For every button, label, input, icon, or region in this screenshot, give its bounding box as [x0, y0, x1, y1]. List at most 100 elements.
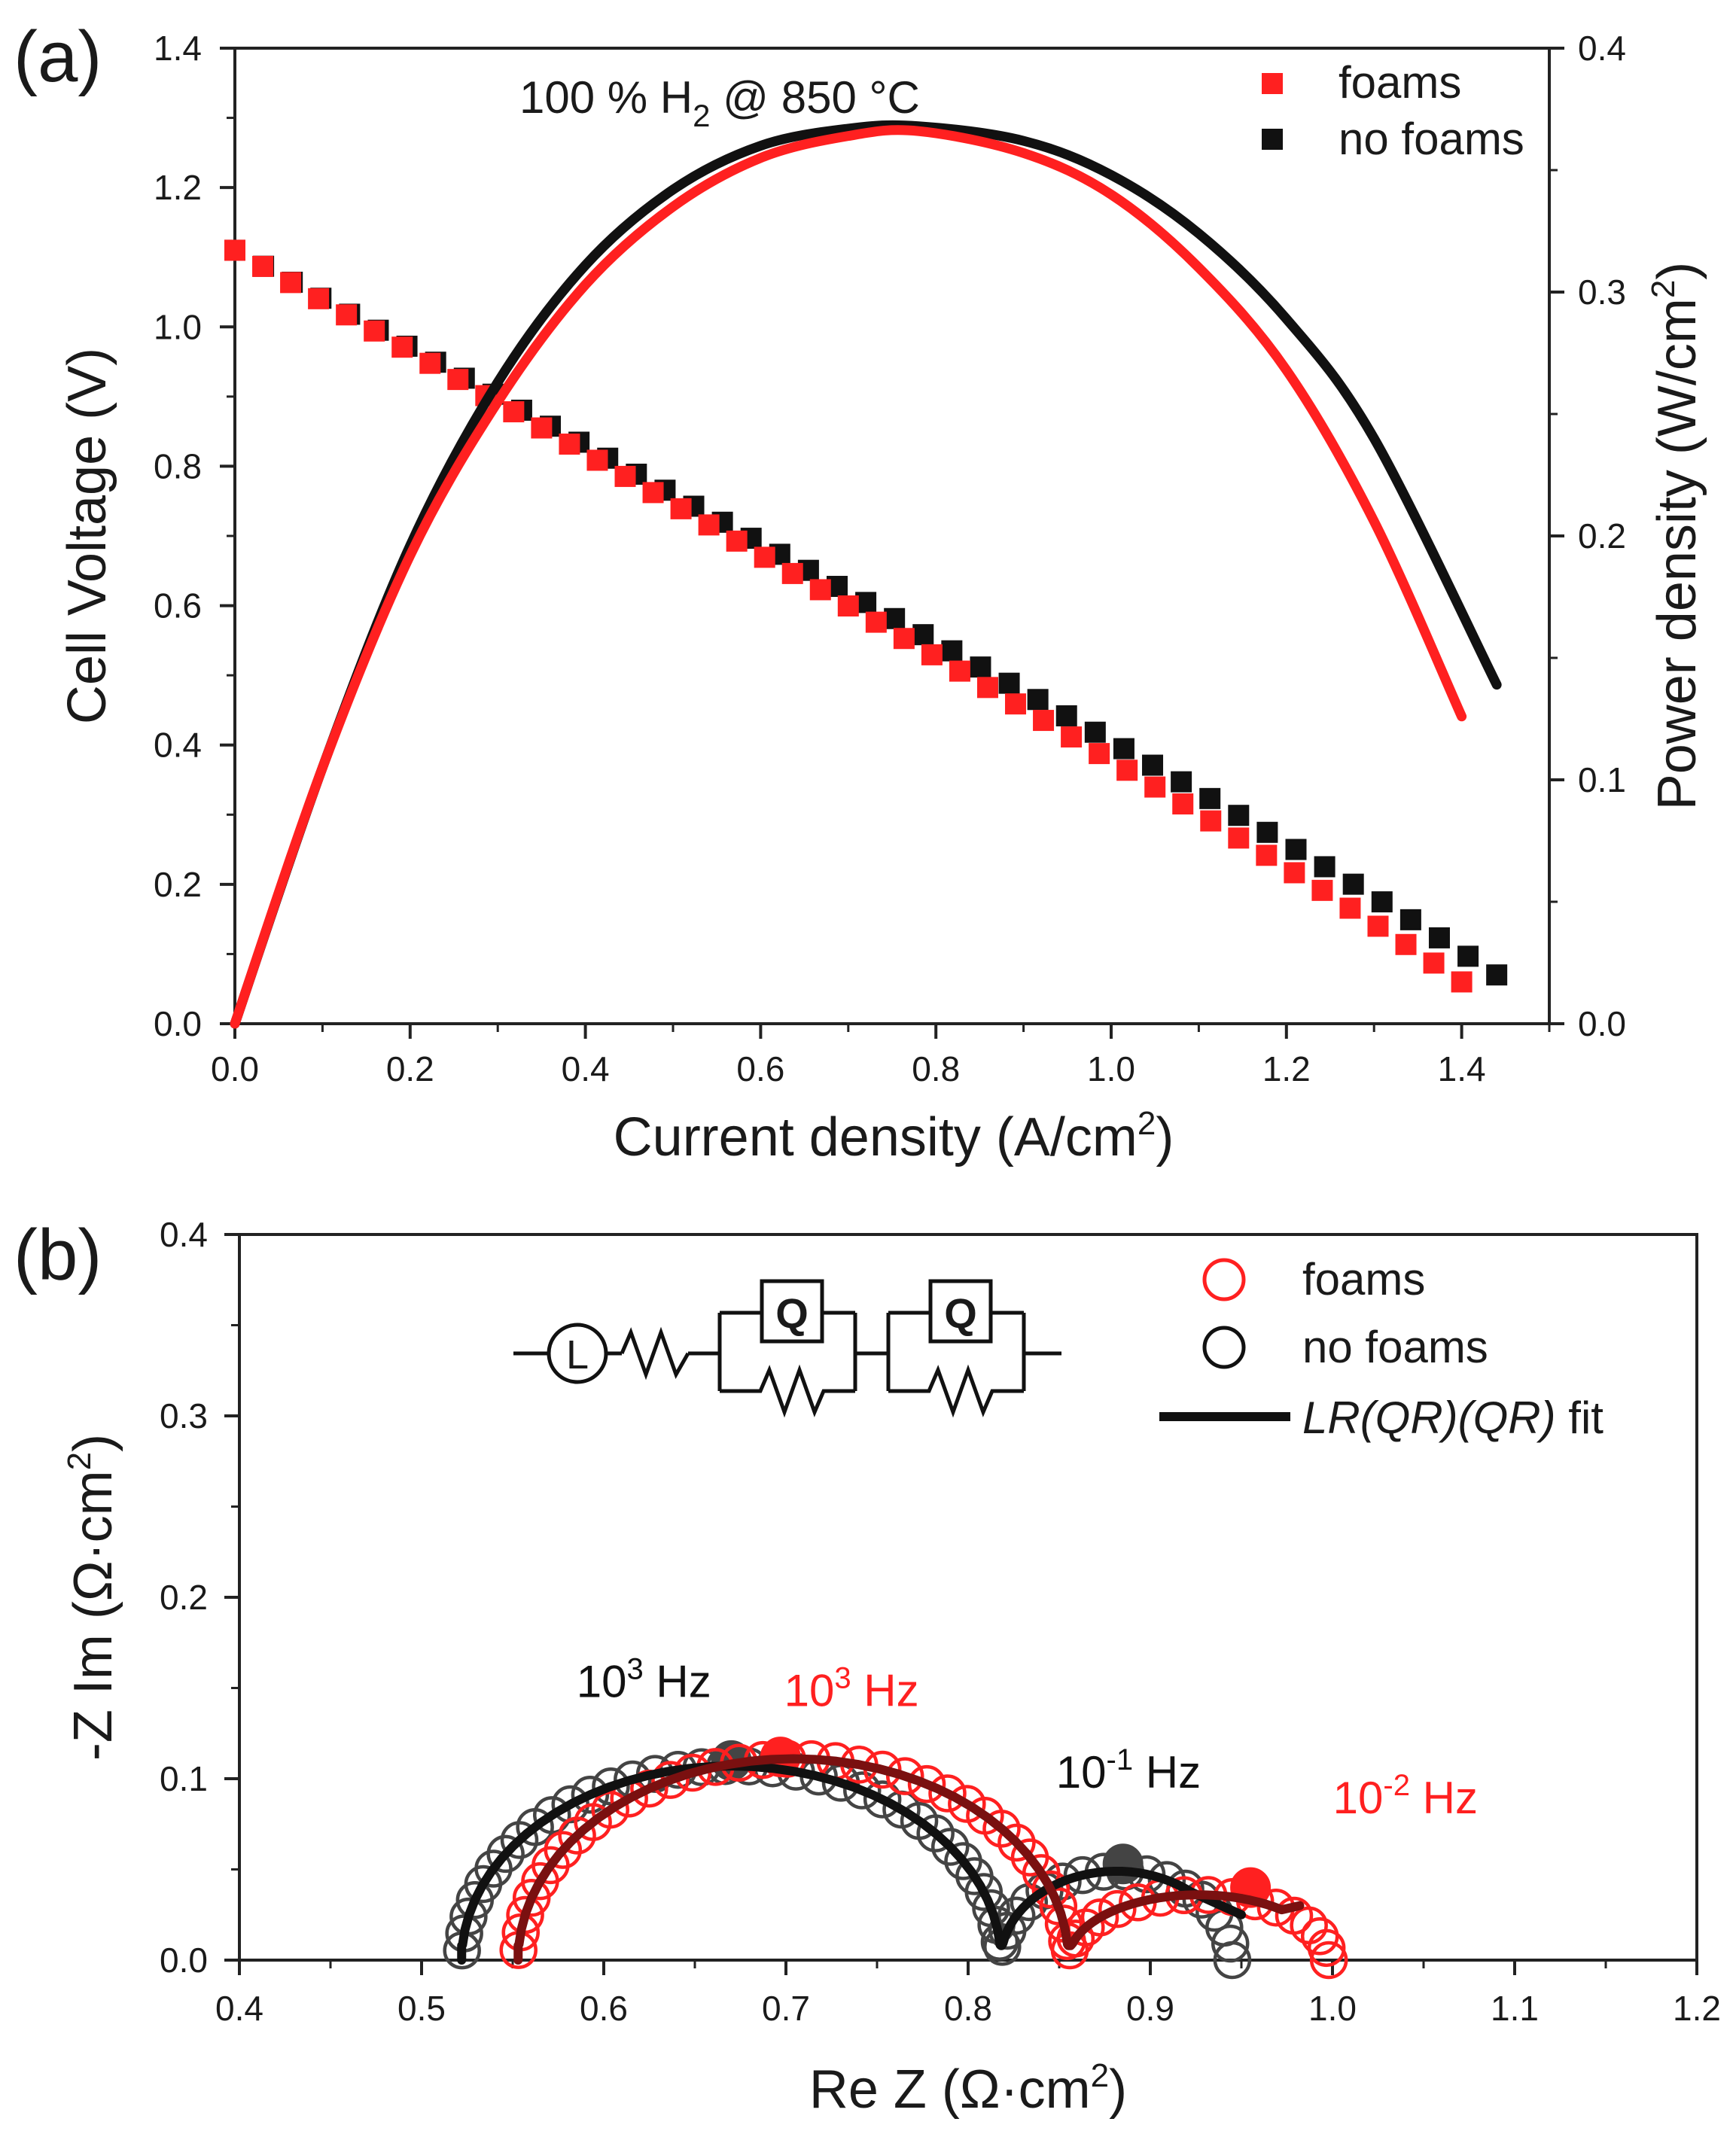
frequency-label-foams: 103 Hz — [784, 1662, 919, 1716]
nyquist-marker-no-foams — [486, 1834, 525, 1874]
fit-line-foams — [513, 1754, 1305, 1965]
circuit-q-label-1: Q — [775, 1289, 809, 1337]
voltage-marker-foams — [559, 433, 580, 455]
voltage-marker-no-foams — [998, 672, 1020, 694]
frequency-base: 10 — [1333, 1773, 1384, 1823]
voltage-marker-no-foams — [1256, 821, 1278, 843]
y2-tick-label: 0.0 — [1578, 1004, 1626, 1043]
nyquist-marker-foams — [1309, 1941, 1348, 1980]
voltage-marker-no-foams — [941, 640, 963, 662]
x-tick-label: 1.0 — [1308, 1989, 1357, 2028]
nyquist-marker-foams — [982, 1810, 1021, 1848]
voltage-marker-foams — [224, 239, 245, 261]
circuit-resistor — [720, 1364, 855, 1418]
frequency-base: 10 — [784, 1666, 835, 1716]
frequency-label-no-foams: 10-1 Hz — [1056, 1743, 1201, 1798]
legend-foams-label: foams — [1339, 57, 1461, 108]
voltage-marker-foams — [308, 288, 330, 309]
panel-a-legend: foams no foams — [1262, 57, 1524, 164]
panel-a-title-sub: 2 — [693, 98, 710, 133]
panel-a-title-rest: @ 850 °C — [711, 72, 920, 123]
frequency-unit: Hz — [1410, 1773, 1478, 1823]
y-tick-label: 0.6 — [154, 586, 202, 626]
voltage-marker-no-foams — [1084, 721, 1106, 743]
panel-a-y-axis-title: Cell Voltage (V) — [57, 348, 117, 724]
legend-foams-label: foams — [1302, 1254, 1425, 1304]
nyquist-marker-foams — [907, 1764, 946, 1804]
voltage-marker-foams — [837, 595, 859, 617]
circuit-resistor — [620, 1326, 690, 1381]
y-tick-label: 1.0 — [154, 307, 202, 346]
nyquist-marker-no-foams — [997, 1896, 1036, 1935]
circuit-q-label-2: Q — [944, 1289, 977, 1337]
frequency-label-no-foams: 103 Hz — [577, 1653, 711, 1707]
voltage-marker-foams — [1228, 827, 1250, 849]
nyquist-marker-no-foams — [1211, 1924, 1250, 1963]
legend-no-foams-marker — [1202, 1326, 1246, 1369]
voltage-marker-foams — [419, 352, 441, 374]
y-tick-label: 0.4 — [154, 726, 202, 765]
nyquist-marker-foams — [591, 1790, 629, 1829]
voltage-marker-foams — [921, 644, 943, 665]
y-tick-label: 0.4 — [160, 1215, 208, 1254]
x-tick-label: 1.0 — [1087, 1049, 1135, 1088]
nyquist-marker-no-foams — [843, 1771, 882, 1810]
nyquist-marker-foams — [997, 1823, 1036, 1862]
frequency-exponent: -2 — [1383, 1769, 1410, 1802]
x-tick-label: 0.6 — [736, 1049, 784, 1088]
voltage-marker-no-foams — [1342, 873, 1364, 895]
nyquist-marker-foams — [885, 1757, 924, 1795]
y-tick-label: 1.2 — [154, 168, 202, 207]
panel-b-y-axis-title: -Z Im (Ω·cm2) — [61, 1434, 123, 1761]
nyquist-marker-foams — [1080, 1898, 1119, 1937]
nyquist-marker-no-foams — [863, 1780, 902, 1819]
voltage-marker-foams — [586, 449, 608, 471]
voltage-marker-foams — [1451, 971, 1473, 993]
frequency-unit: Hz — [1133, 1747, 1201, 1798]
nyquist-marker-foams — [544, 1831, 583, 1869]
y-tick-label: 0.2 — [160, 1578, 208, 1617]
x-tick-label: 0.8 — [944, 1989, 992, 2028]
fit-line-no-foams — [457, 1761, 1246, 1965]
y-tick-label: 0.2 — [154, 865, 202, 904]
voltage-marker-foams — [1284, 862, 1305, 884]
voltage-marker-foams — [391, 336, 413, 358]
legend-foams-marker — [1262, 73, 1283, 94]
x-tick-label: 0.2 — [386, 1049, 434, 1088]
y-tick-label: 0.1 — [160, 1759, 208, 1798]
voltage-marker-foams — [1144, 776, 1166, 798]
y-tick-label: 0.0 — [160, 1941, 208, 1980]
panel-b-legend: foams no foams LR(QR)(QR) fit — [1159, 1254, 1604, 1443]
voltage-marker-foams — [670, 498, 692, 519]
voltage-marker-no-foams — [1142, 754, 1164, 776]
frequency-exponent: 3 — [834, 1662, 851, 1695]
panel-a-x-axis-title: Current density (A/cm2) — [614, 1105, 1174, 1167]
voltage-marker-foams — [754, 546, 775, 568]
x-tick-label: 0.5 — [397, 1989, 446, 2028]
voltage-marker-foams — [642, 482, 664, 504]
panel-a-ticks: 0.0 0.2 0.4 0.6 0.8 1.0 1.2 1.4 0.0 0.2 0.4 0.6 0.8 1… — [154, 29, 1626, 1088]
equivalent-circuit-diagram — [513, 1279, 1061, 1418]
nyquist-marker-no-foams — [533, 1796, 571, 1834]
legend-fit-label: LR(QR)(QR) fit — [1302, 1393, 1604, 1443]
voltage-marker-foams — [1089, 743, 1110, 765]
legend-no-foams-label: no foams — [1339, 114, 1524, 164]
x-tick-label: 0.4 — [562, 1049, 610, 1088]
voltage-marker-foams — [1061, 726, 1083, 748]
frequency-unit: Hz — [851, 1666, 919, 1716]
x-tick-label: 0.6 — [580, 1989, 628, 2028]
nyquist-marker-no-foams — [930, 1828, 970, 1866]
frequency-exponent: 3 — [626, 1653, 643, 1686]
panel-a: (a) 0.0 0.2 0.4 0.6 0.8 1.0 1.2 1.4 0.0 0.2 0.4 0.6… — [14, 17, 1707, 1167]
y2-tick-label: 0.3 — [1578, 272, 1626, 312]
voltage-marker-no-foams — [1228, 805, 1250, 826]
voltage-marker-no-foams — [1457, 945, 1479, 967]
nyquist-marker-foams — [651, 1761, 690, 1799]
x-tick-label: 0.8 — [912, 1049, 960, 1088]
frequency-exponent: -1 — [1107, 1743, 1134, 1776]
y2-tick-label: 0.2 — [1578, 516, 1626, 556]
voltage-marker-foams — [949, 660, 970, 682]
voltage-marker-foams — [1395, 933, 1417, 955]
nyquist-marker-no-foams — [474, 1849, 513, 1888]
